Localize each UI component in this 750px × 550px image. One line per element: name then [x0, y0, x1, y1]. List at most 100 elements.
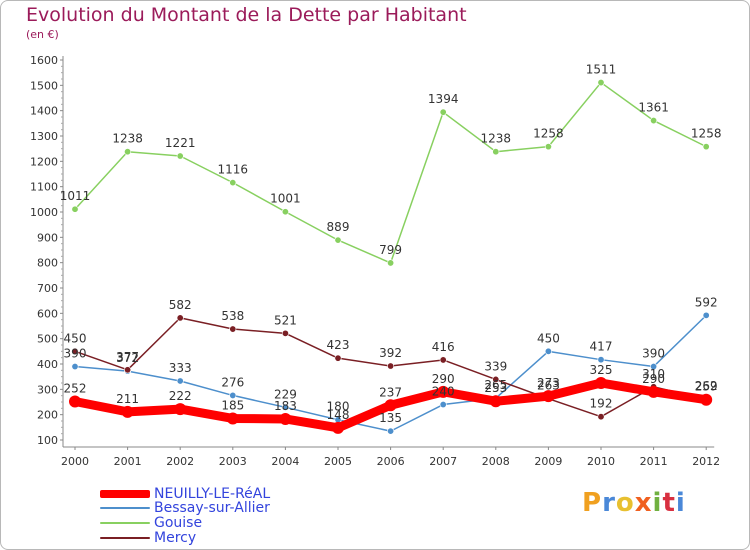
data-label: 1258 [533, 127, 564, 141]
logo-letter: i [652, 488, 663, 518]
data-point [489, 395, 502, 408]
data-label: 148 [327, 408, 350, 422]
data-label: 538 [221, 309, 244, 323]
x-tick-label: 2006 [377, 455, 405, 468]
data-label: 310 [642, 367, 665, 381]
logo-letter: o [615, 488, 635, 518]
data-label: 222 [169, 389, 192, 403]
data-point [334, 236, 342, 244]
data-label: 183 [274, 399, 297, 413]
data-label: 211 [116, 392, 139, 406]
data-label: 1258 [691, 127, 722, 141]
data-label: 1394 [428, 92, 459, 106]
data-point [176, 377, 184, 385]
data-point [121, 405, 134, 418]
data-point [124, 366, 132, 374]
data-point [174, 403, 187, 416]
data-label: 889 [327, 220, 350, 234]
legend-swatch-gouise [100, 522, 150, 524]
legend-item-bessay: Bessay-sur-Allier [100, 500, 270, 516]
data-label: 290 [642, 372, 665, 386]
legend-swatch-bessay [100, 507, 150, 509]
x-tick-label: 2007 [429, 455, 457, 468]
logo-letter: t [662, 488, 676, 518]
data-point [384, 399, 397, 412]
data-point [124, 148, 132, 156]
data-point [492, 375, 500, 383]
legend-label-neuilly: NEUILLY-LE-RéAL [154, 486, 271, 502]
data-point [597, 413, 605, 421]
legend-label-mercy: Mercy [154, 530, 197, 546]
x-tick-label: 2003 [219, 455, 247, 468]
data-point [544, 143, 552, 151]
series-line-gouise [74, 81, 707, 264]
data-label: 1116 [218, 163, 249, 177]
data-label: 1361 [638, 101, 669, 115]
data-label: 1511 [586, 63, 617, 77]
data-point [542, 390, 555, 403]
data-point [597, 356, 605, 364]
logo-letter: P [582, 488, 603, 518]
data-point [647, 385, 660, 398]
data-point [332, 421, 344, 434]
data-point [702, 311, 710, 319]
y-tick-label: 300 [37, 383, 58, 396]
y-tick-label: 1100 [30, 181, 58, 194]
data-label: 237 [379, 385, 402, 399]
data-point [439, 108, 447, 116]
logo-letter: r [602, 488, 616, 518]
data-point [281, 208, 289, 216]
data-label: 390 [642, 347, 665, 361]
data-label: 799 [379, 243, 402, 257]
data-point [69, 395, 81, 408]
data-label: 450 [64, 331, 87, 345]
x-tick-label: 2008 [482, 455, 510, 468]
legend-item-mercy: Mercy [100, 530, 196, 546]
data-label: 263 [537, 379, 560, 393]
data-label: 1221 [165, 136, 196, 150]
data-label: 1238 [112, 132, 143, 146]
data-point [387, 259, 395, 267]
data-label: 423 [327, 338, 350, 352]
x-tick-label: 2009 [534, 455, 562, 468]
data-label: 372 [116, 351, 139, 365]
data-point [226, 412, 239, 425]
data-point [229, 391, 237, 399]
data-label: 252 [64, 381, 87, 395]
y-tick-label: 100 [37, 434, 58, 447]
data-point [439, 356, 447, 364]
data-label: 339 [484, 359, 507, 373]
y-tick-label: 1200 [30, 155, 58, 168]
y-tick-label: 1400 [30, 105, 58, 118]
data-point [71, 363, 79, 371]
logo-letter: i [675, 488, 686, 518]
data-label: 253 [484, 381, 507, 395]
data-point [437, 385, 450, 398]
data-point [281, 403, 289, 411]
data-label: 1238 [481, 132, 512, 146]
data-label: 273 [537, 376, 560, 390]
data-point [71, 347, 79, 355]
data-point [279, 412, 292, 425]
proxiti-logo: Proxiti [582, 488, 692, 524]
x-tick-label: 2002 [166, 455, 194, 468]
data-label: 582 [169, 298, 192, 312]
y-tick-label: 500 [37, 333, 58, 346]
data-point [439, 401, 447, 409]
legend-label-bessay: Bessay-sur-Allier [154, 500, 270, 516]
data-label: 290 [432, 372, 455, 386]
data-point [650, 363, 658, 371]
x-tick-label: 2001 [114, 455, 142, 468]
data-label: 240 [432, 385, 455, 399]
data-point [176, 314, 184, 322]
data-point [229, 179, 237, 187]
y-tick-label: 600 [37, 307, 58, 320]
data-label: 229 [274, 387, 297, 401]
y-tick-label: 1000 [30, 206, 58, 219]
data-point [700, 393, 713, 406]
y-tick-label: 900 [37, 231, 58, 244]
data-point [492, 148, 500, 156]
y-tick-label: 1600 [30, 54, 58, 67]
